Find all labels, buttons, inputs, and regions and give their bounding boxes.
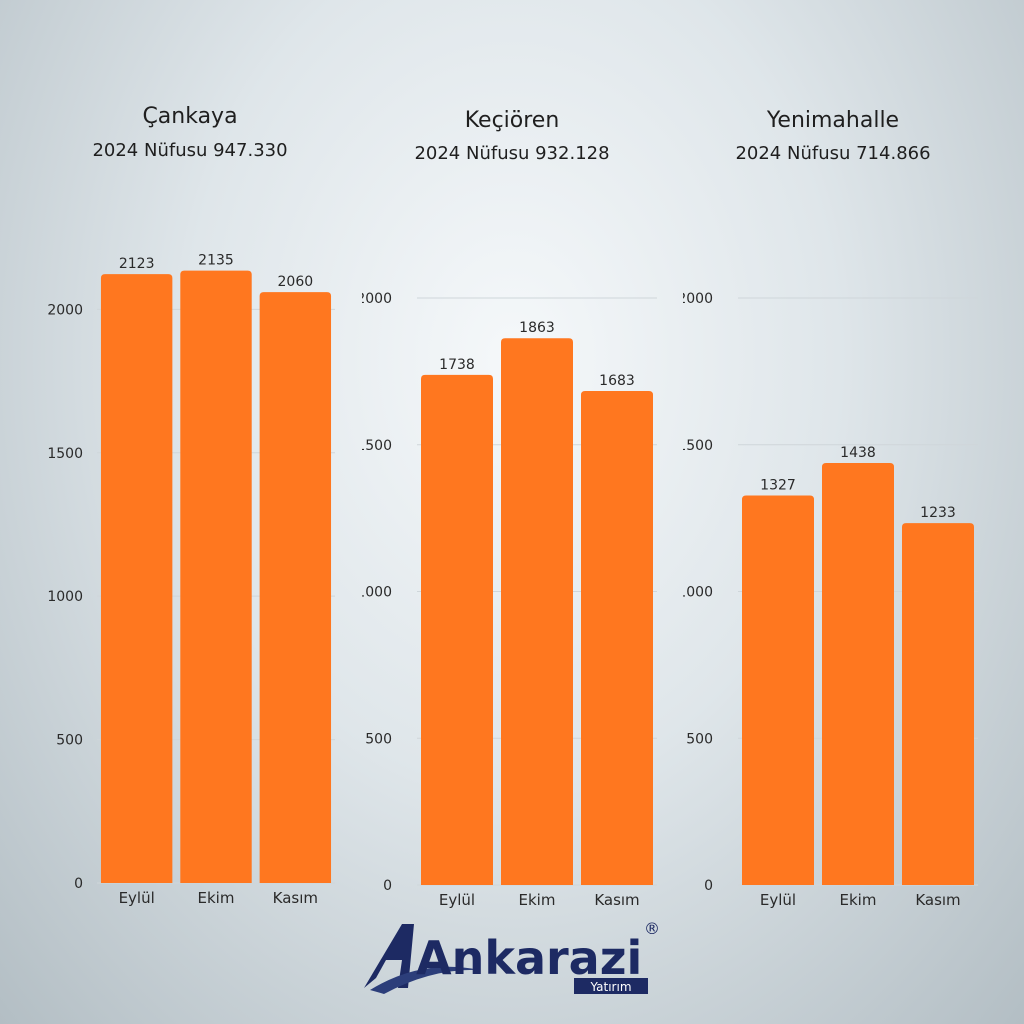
logo-wordmark: Ankarazi (416, 931, 642, 985)
y-tick-label: 1000 (47, 589, 83, 605)
y-tick-label: 1500 (47, 446, 83, 462)
data-label: 1683 (599, 373, 635, 389)
x-category-label: Eylül (439, 891, 475, 909)
bar-kasım (581, 391, 653, 885)
ankarazi-logo: Ankarazi Yatırım ® (364, 919, 660, 994)
bar-ekim (180, 270, 252, 883)
y-tick-label: 2000 (362, 291, 392, 307)
bar-kasım (259, 292, 332, 883)
bar-eylül (100, 274, 173, 883)
registered-mark: ® (644, 919, 660, 938)
chart-title: Keçiören (464, 108, 560, 133)
x-category-label: Ekim (198, 889, 235, 907)
bar-chart-cankaya: 0 500 1000 1500 2000 2123 Eylül 2135 Ekim 2060 Kas… (47, 253, 335, 907)
y-tick-label: 0 (704, 878, 713, 894)
chart-title: Yenimahalle (766, 108, 900, 133)
chart-subtitle: 2024 Nüfusu 714.866 (735, 143, 931, 164)
y-tick-label: 500 (365, 731, 392, 747)
logo-sub-bar (574, 978, 648, 994)
y-tick-label: 1500 (683, 438, 713, 454)
x-category-label: Ekim (519, 891, 556, 909)
data-label: 1438 (840, 445, 876, 461)
bar-ekim (501, 338, 573, 886)
x-category-label: Kasım (273, 889, 318, 907)
y-tick-label: 0 (74, 876, 83, 892)
y-tick-label: 0 (383, 878, 392, 894)
y-tick-label: 500 (686, 731, 713, 747)
x-category-label: Eylül (119, 889, 155, 907)
bar-eylül (421, 374, 493, 885)
data-label: 2135 (198, 253, 234, 269)
y-tick-label: 2000 (47, 302, 83, 318)
chart-subtitle: 2024 Nüfusu 947.330 (92, 140, 288, 161)
y-tick-label: 1000 (362, 585, 392, 601)
chart-panel-yenimahalle: Yenimahalle 2024 Nüfusu 714.866 0 500 1000… (683, 100, 983, 920)
data-label: 2123 (119, 256, 155, 272)
bar-chart-yenimahalle: 0 500 1000 1500 2000 1327 Eylül 1438 Ekim 1233 Kas… (683, 291, 978, 909)
bar-kasım (902, 523, 974, 885)
x-category-label: Ekim (840, 891, 877, 909)
chart-panel-kecioren: Keçiören 2024 Nüfusu 932.128 0 500 1000 150… (362, 100, 662, 920)
data-label: 1327 (760, 478, 796, 494)
x-category-label: Eylül (760, 891, 796, 909)
data-label: 1233 (920, 505, 956, 521)
x-category-label: Kasım (915, 891, 960, 909)
chart-title: Çankaya (142, 104, 238, 129)
y-tick-label: 500 (56, 733, 83, 749)
logo-sub-text: Yatırım (589, 980, 631, 994)
chart-panel-cankaya: Çankaya 2024 Nüfusu 947.330 0 500 1000 1500… (40, 100, 340, 920)
logo-swoosh-icon (370, 966, 480, 994)
data-label: 2060 (278, 274, 314, 290)
chart-subtitle: 2024 Nüfusu 932.128 (414, 143, 610, 164)
data-label: 1863 (519, 320, 555, 336)
y-tick-label: 1500 (362, 438, 392, 454)
bar-chart-kecioren: 0 500 1000 1500 2000 1738 Eylül 1863 Ekim 1683 Kas… (362, 291, 657, 909)
bar-ekim (822, 462, 894, 885)
x-category-label: Kasım (594, 891, 639, 909)
bar-eylül (742, 495, 814, 885)
logo-a-mark-icon (364, 924, 414, 988)
y-tick-label: 2000 (683, 291, 713, 307)
data-label: 1738 (439, 357, 475, 373)
y-tick-label: 1000 (683, 585, 713, 601)
